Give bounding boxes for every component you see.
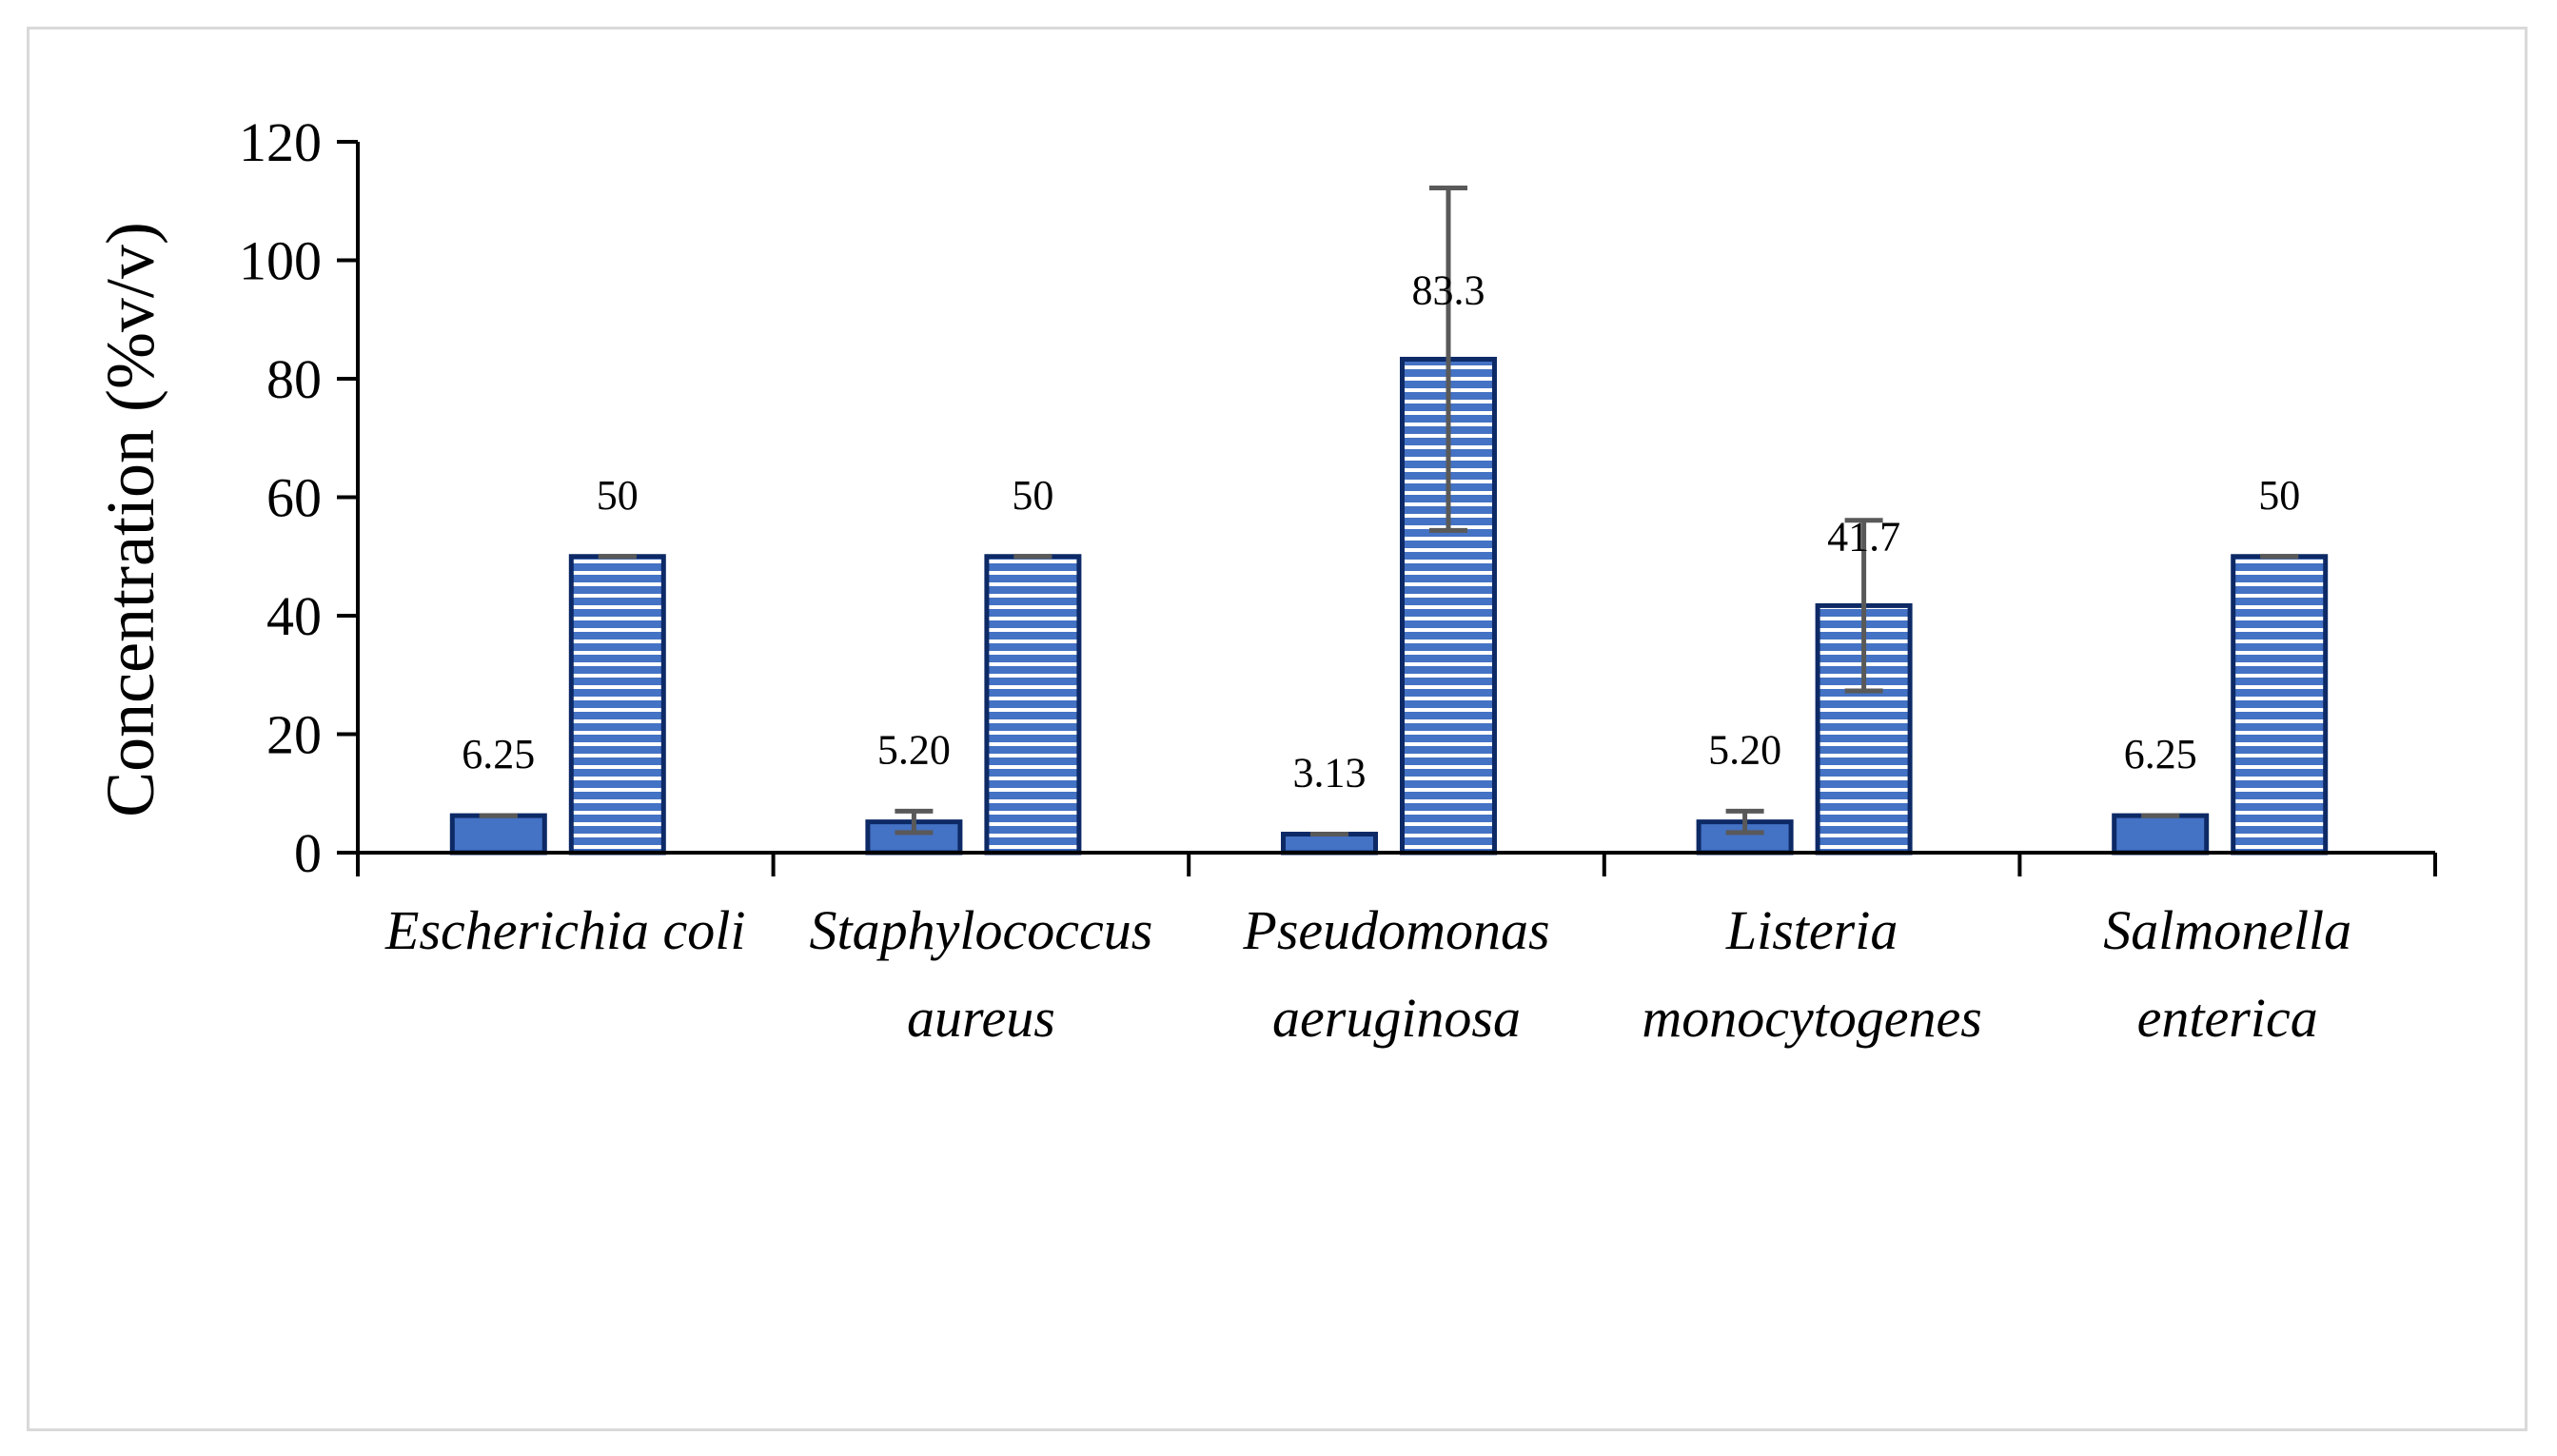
data-label: 50 [1012,472,1053,519]
y-tick-label: 40 [266,585,322,647]
y-tick-label: 0 [294,822,322,884]
bar-chart: Concentration (%v/v) 0 20 40 60 80 100 120 6.25… [92,111,2437,1049]
data-label: 5.20 [1708,726,1781,773]
y-tick-label: 100 [239,230,322,292]
y-tick-label: 20 [266,704,322,766]
x-category-label: enterica [2137,987,2318,1049]
y-tick-label: 120 [239,111,322,173]
y-tick-label: 60 [266,467,322,529]
bar [568,554,666,856]
data-label: 6.25 [2124,731,2197,777]
bar [2112,813,2210,856]
x-category-label: aeruginosa [1272,987,1521,1049]
x-category-label: aureus [907,987,1055,1049]
x-category-label: Pseudomonas [1242,899,1549,961]
plot-area: 0 20 40 60 80 100 120 6.25 5.20 3.13 5.20 6.25 50 50 8… [239,111,2437,1049]
y-tick-label: 80 [266,348,322,410]
x-category-label: Salmonella [2103,899,2351,961]
x-category-label: Escherichia coli [384,899,746,961]
data-label: 5.20 [877,726,951,773]
x-category-label: Listeria [1725,899,1898,961]
data-label: 6.25 [462,731,535,777]
y-axis-title: Concentration (%v/v) [92,222,168,817]
bar [984,554,1082,856]
x-category-label: Staphylococcus [810,899,1153,961]
data-label: 83.3 [1412,266,1485,313]
data-label: 50 [597,472,639,519]
bar [449,813,547,856]
data-label: 50 [2258,472,2300,519]
x-category-label: monocytogenes [1642,987,1982,1049]
chart-frame: Concentration (%v/v) 0 20 40 60 80 100 120 6.25… [27,27,2527,1431]
bar [1281,832,1378,856]
data-label: 41.7 [1827,513,1900,560]
data-label: 3.13 [1293,750,1367,797]
bar [2231,554,2329,856]
